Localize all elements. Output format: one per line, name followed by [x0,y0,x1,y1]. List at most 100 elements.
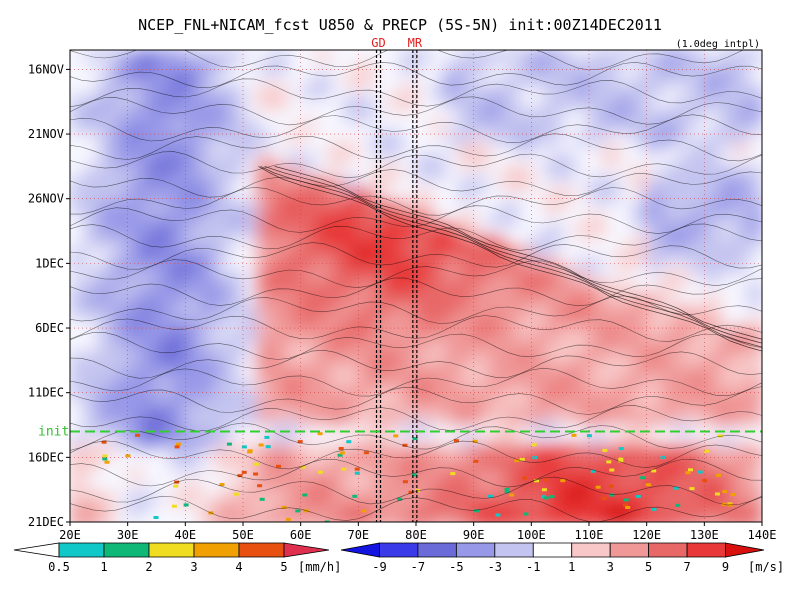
u850-cell [689,352,706,366]
u850-cell [214,201,230,214]
u850-cell [401,294,417,307]
u850-cell [545,317,562,331]
u850-cell [603,375,619,389]
u850-cell [545,154,562,168]
u850-cell [98,108,115,121]
u850-cell [315,352,331,366]
u850-cell [632,341,648,354]
u850-cell [70,434,86,447]
u850-cell [459,178,475,191]
u850-cell [488,84,504,98]
u850-cell [574,457,590,470]
u850-cell [228,154,244,168]
u850-cell [300,201,317,214]
u850-cell [214,271,230,284]
u850-cell [430,154,446,168]
u850-cell [675,306,691,319]
u850-cell [401,422,417,435]
u850-cell [675,189,691,203]
u850-cell [646,341,663,354]
u850-cell [632,503,648,517]
precip-spot [514,459,520,463]
u850-cell [560,515,576,522]
u850-cell [271,50,288,63]
u850-cell [358,212,374,226]
u850-cell [170,271,187,284]
u850-cell [747,166,762,179]
u850-cell [646,178,663,191]
u850-cell [387,515,403,522]
u850-cell [718,84,735,98]
u850-cell [300,317,317,331]
u850-cell [257,178,273,191]
u850-cell [185,271,201,284]
u850-cell [617,434,634,447]
u850-cell [286,271,302,284]
precip-spot [281,505,287,509]
u850-cell [271,469,288,482]
u850-cell [84,236,100,249]
u850-cell [617,108,634,121]
contour-line [70,458,762,488]
u850-cell [257,469,273,482]
u850-cell [603,341,619,354]
precip-spot [702,479,708,483]
u850-cell [589,399,605,412]
u850-cell [185,434,201,447]
u850-cell [185,352,201,366]
u850-cell [286,201,302,214]
u850-cell [228,503,244,517]
u850-cell [199,399,216,412]
u850-cell [632,247,648,261]
u850-cell [704,189,720,203]
u850-cell [185,178,201,191]
u850-cell [113,178,129,191]
u850-cell [444,271,461,284]
u850-cell [113,282,129,296]
u850-cell [329,387,345,401]
u850-cell [142,247,158,261]
u850-cell [170,61,187,75]
u850-cell [170,445,187,459]
u850-cell [603,364,619,377]
u850-cell [502,271,518,284]
u850-cell [70,492,86,505]
u850-cell [545,480,562,494]
u850-cell [560,96,576,110]
u850-cell [531,422,547,435]
u850-cell [733,108,749,121]
u850-cell [589,189,605,203]
u850-cell [574,445,590,459]
u850-cell [718,108,735,121]
u850-cell [473,50,490,63]
contour-line [70,349,762,379]
u850-cell [142,434,158,447]
u850-cell [531,410,547,424]
u850-cell [170,317,187,331]
u850-cell [170,410,187,424]
precip-spot [183,503,189,507]
u850-cell [502,457,518,470]
u850-cell [271,84,288,98]
u850-cell [98,224,115,238]
u850-cell [214,247,230,261]
precip-spot [254,462,260,466]
u850-cell [632,399,648,412]
u850-cell [632,50,648,63]
u850-cell [632,480,648,494]
u850-cell [473,503,490,517]
u850-cell [574,480,590,494]
u850-cell [589,178,605,191]
u850-cell [170,84,187,98]
u850-cell [387,329,403,342]
u850-cell [228,329,244,342]
u850-cell [545,410,562,424]
u850-cell [329,399,345,412]
u850-cell [661,503,677,517]
u850-cell [401,271,417,284]
u850-cell [113,375,129,389]
u850-cell [747,236,762,249]
u850-cell [675,61,691,75]
u850-cell [416,282,432,296]
